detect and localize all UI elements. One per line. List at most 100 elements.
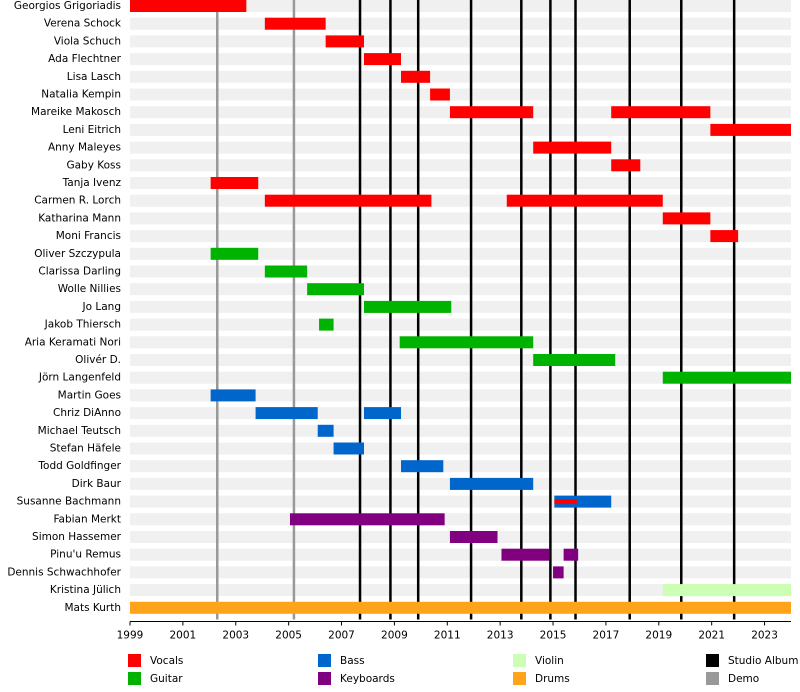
member-label: Aria Keramati Nori: [25, 336, 121, 348]
member-bar: [130, 0, 247, 12]
member-label: Anny Maleyes: [48, 142, 121, 154]
member-bar: [449, 477, 534, 490]
member-label: Clarissa Darling: [38, 266, 121, 278]
member-bar: [554, 495, 612, 508]
member-bar: [554, 499, 577, 505]
row-stripe: [130, 283, 791, 296]
row-stripe: [130, 300, 791, 313]
legend-label: Guitar: [150, 673, 183, 685]
member-bar: [307, 283, 364, 296]
member-bar: [130, 601, 791, 614]
member-label: Chriz DiAnno: [53, 407, 121, 419]
row-stripe: [130, 442, 791, 455]
member-bar: [430, 88, 450, 101]
row-stripe: [130, 88, 791, 101]
legend-label: Studio Album: [728, 655, 798, 667]
legend-swatch: [128, 672, 141, 685]
row-stripe: [130, 0, 791, 12]
member-bar: [662, 584, 791, 597]
member-label: Moni Francis: [56, 230, 121, 242]
row-stripe: [130, 53, 791, 66]
member-bar: [319, 318, 334, 331]
member-bar: [553, 566, 564, 579]
member-bar: [210, 177, 259, 189]
member-bar: [401, 70, 431, 83]
x-tick-label: 2007: [328, 630, 355, 642]
row-stripe: [130, 513, 791, 526]
row-stripe: [130, 212, 791, 225]
row-stripe: [130, 123, 791, 136]
member-label: Kristina Jülich: [50, 584, 121, 596]
member-bar: [662, 212, 711, 225]
member-bar: [533, 354, 616, 366]
member-label: Todd Goldfinger: [37, 460, 121, 472]
row-stripe: [130, 495, 791, 508]
row-stripe: [130, 17, 791, 30]
member-bar: [264, 17, 326, 30]
legend-label: Demo: [728, 673, 759, 685]
member-label: Susanne Bachmann: [17, 496, 121, 508]
member-label: Stefan Häfele: [50, 443, 121, 455]
legend-swatch: [513, 672, 526, 685]
row-stripe: [130, 354, 791, 366]
member-label: Mareike Makosch: [31, 106, 121, 118]
x-tick-label: 2017: [593, 630, 620, 642]
member-label: Mats Kurth: [64, 602, 121, 614]
x-tick-label: 2013: [487, 630, 514, 642]
member-bar: [325, 35, 364, 48]
row-stripe: [130, 566, 791, 579]
member-label: Pinu'u Remus: [50, 549, 121, 561]
member-bar: [662, 371, 791, 384]
row-stripe: [130, 407, 791, 420]
member-bar: [506, 194, 663, 207]
member-bar: [501, 548, 550, 561]
x-tick-label: 2011: [434, 630, 461, 642]
member-bar: [210, 389, 256, 402]
x-tick-label: 2005: [275, 630, 302, 642]
row-stripe: [130, 141, 791, 154]
member-bar: [264, 265, 308, 278]
member-bar: [401, 460, 444, 473]
member-label: Ada Flechtner: [48, 53, 122, 65]
row-stripe: [130, 424, 791, 437]
member-bar: [255, 407, 318, 420]
x-tick-label: 1999: [117, 630, 144, 642]
legend-swatch: [128, 654, 141, 667]
member-label: Jörn Langenfeld: [38, 372, 121, 384]
row-stripe: [130, 159, 791, 172]
member-label: Lisa Lasch: [67, 71, 121, 83]
member-label: Verena Schock: [44, 18, 122, 30]
member-label: Tanja Ivenz: [62, 177, 122, 189]
member-label: Katharina Mann: [38, 212, 121, 224]
row-stripe: [130, 177, 791, 189]
member-label: Fabian Merkt: [53, 513, 121, 525]
member-bar: [533, 141, 612, 154]
x-tick-label: 2009: [381, 630, 408, 642]
row-stripe: [130, 265, 791, 278]
legend-label: Drums: [535, 673, 570, 685]
row-stripe: [130, 247, 791, 260]
legend-label: Bass: [340, 655, 365, 667]
row-stripe: [130, 584, 791, 597]
legend-swatch: [706, 672, 719, 685]
x-tick-label: 2021: [698, 630, 725, 642]
member-bar: [611, 159, 641, 172]
x-tick-label: 2023: [751, 630, 778, 642]
row-stripe: [130, 318, 791, 331]
row-stripe: [130, 389, 791, 402]
member-bar: [210, 247, 259, 260]
member-bar: [289, 513, 445, 526]
row-stripe: [130, 460, 791, 473]
member-bar: [264, 194, 432, 207]
member-label: Olivér D.: [75, 354, 121, 366]
x-tick-label: 2015: [540, 630, 567, 642]
x-tick-label: 2001: [170, 630, 197, 642]
member-label: Simon Hassemer: [32, 531, 122, 543]
legend-label: Keyboards: [340, 673, 395, 685]
legend-label: Vocals: [150, 655, 183, 667]
member-label: Natalia Kempin: [41, 89, 121, 101]
legend-swatch: [513, 654, 526, 667]
member-label: Oliver Szczypula: [34, 248, 121, 260]
legend-swatch: [706, 654, 719, 667]
